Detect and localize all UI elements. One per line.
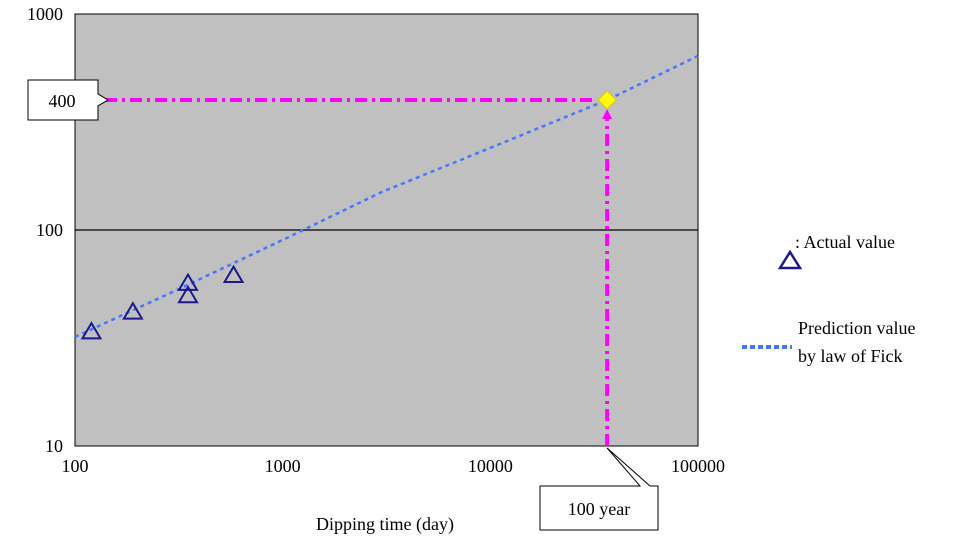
y-tick-label-0: 10 [45,436,63,456]
y-tick-label-2: 1000 [27,4,63,24]
x-tick-label-2: 10000 [468,456,513,476]
callout-100-year-box [539,447,659,531]
x-tick-label-0: 100 [62,456,89,476]
highlight-guides [105,97,613,446]
actual-point-2 [177,272,199,291]
prediction-line-layer [74,54,699,339]
x-tick-label-3: 100000 [671,456,725,476]
callout-400: 400 [27,79,109,121]
legend-triangle-icon [777,249,803,270]
callout-100-year: 100 year [539,447,659,531]
callout-400-label: 400 [49,91,76,111]
actual-point-3 [177,284,199,304]
prediction-line [74,54,699,339]
x-axis-label: Dipping time (day) [316,514,454,535]
highlight-point [597,90,617,110]
actual-points-layer [80,90,617,340]
legend: : Actual value Prediction value by law o… [742,232,915,366]
callout-100-year-label: 100 year [568,499,630,519]
callouts: 400 100 year [27,79,659,531]
y-tick-label-1: 100 [36,220,63,240]
legend-actual-label: : Actual value [795,232,895,252]
x-tick-labels: 100 1000 10000 100000 [62,456,726,476]
x-tick-label-1: 1000 [265,456,301,476]
y-tick-labels: 10 100 1000 [27,4,63,456]
legend-prediction-line-1: Prediction value [798,318,915,338]
legend-prediction-line-2: by law of Fick [798,346,902,366]
callout-400-box [27,79,109,121]
actual-point-1 [122,301,144,320]
actual-point-4 [222,264,245,284]
actual-point-0 [80,321,103,340]
